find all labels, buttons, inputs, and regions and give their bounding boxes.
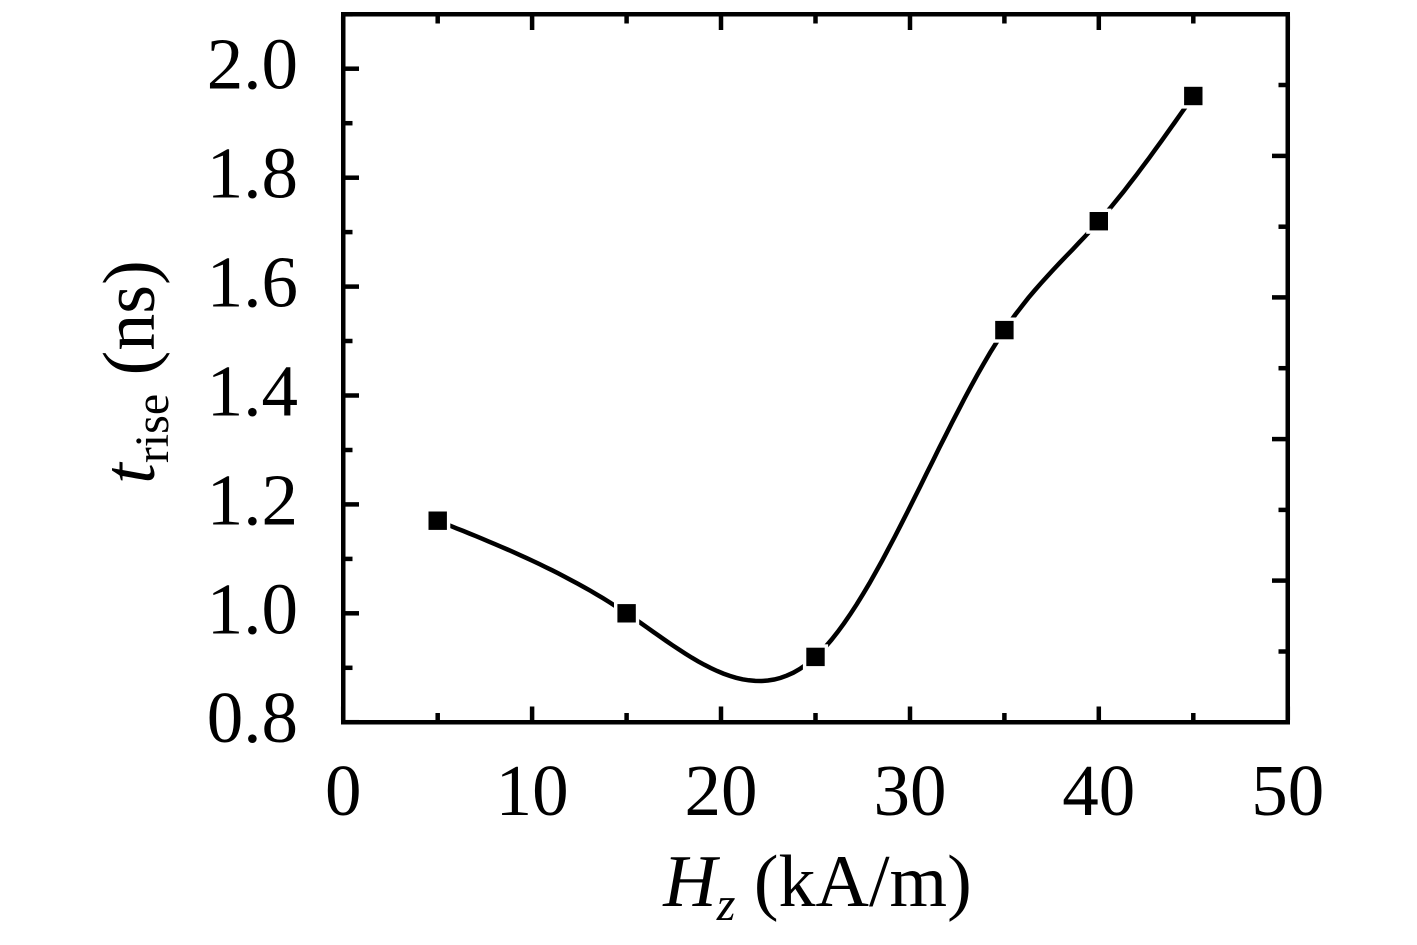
svg-text:1.4: 1.4 (207, 351, 298, 432)
svg-text:1.0: 1.0 (207, 568, 298, 649)
svg-text:10: 10 (496, 750, 569, 831)
svg-text:0.8: 0.8 (207, 677, 298, 758)
svg-text:30: 30 (874, 750, 947, 831)
svg-text:1.6: 1.6 (207, 242, 298, 323)
svg-text:trise (ns): trise (ns) (89, 260, 179, 483)
svg-text:1.8: 1.8 (207, 133, 298, 214)
svg-text:20: 20 (685, 750, 758, 831)
svg-text:0: 0 (325, 750, 362, 831)
svg-text:50: 50 (1251, 750, 1324, 831)
svg-text:Hz (kA/m): Hz (kA/m) (662, 841, 972, 931)
svg-text:40: 40 (1062, 750, 1135, 831)
svg-text:2.0: 2.0 (207, 24, 298, 105)
svg-text:1.2: 1.2 (207, 459, 298, 540)
